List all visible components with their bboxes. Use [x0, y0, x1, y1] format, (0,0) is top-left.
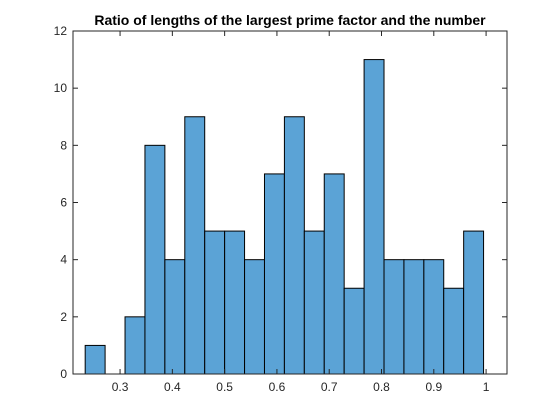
histogram-bar — [184, 116, 206, 375]
y-tick-label: 12 — [54, 24, 68, 38]
histogram-bar — [204, 230, 226, 375]
histogram-bar — [224, 230, 246, 375]
histogram-bar — [423, 259, 445, 375]
x-tick-label: 0.3 — [112, 380, 129, 394]
x-tick-label: 0.8 — [373, 380, 390, 394]
histogram-bar — [343, 287, 365, 375]
histogram-bar — [244, 259, 265, 375]
histogram-bar — [84, 344, 106, 375]
histogram-bar — [383, 259, 405, 375]
chart-title: Ratio of lengths of the largest prime fa… — [94, 12, 486, 28]
histogram-bar — [144, 144, 166, 375]
y-tick-label: 2 — [60, 310, 67, 324]
x-tick-label: 0.5 — [216, 380, 233, 394]
x-tick-label: 0.6 — [269, 380, 286, 394]
histogram-bar — [443, 287, 465, 375]
histogram-bar — [323, 173, 345, 375]
x-tick-label: 1 — [483, 380, 490, 394]
histogram-bar — [463, 230, 485, 375]
y-tick-label: 0 — [60, 367, 67, 381]
bars-group — [84, 59, 485, 375]
histogram-bar — [303, 230, 325, 375]
histogram-bar — [283, 116, 305, 375]
x-tick-label: 0.7 — [321, 380, 338, 394]
histogram-bar — [263, 173, 285, 375]
x-tick-label: 0.9 — [425, 380, 442, 394]
x-tick-label: 0.4 — [164, 380, 181, 394]
y-tick-label: 6 — [60, 196, 67, 210]
y-tick-label: 10 — [54, 81, 68, 95]
y-tick-label: 8 — [60, 138, 67, 152]
histogram-bar — [164, 259, 186, 375]
histogram-bar — [124, 316, 146, 375]
y-tick-label: 4 — [60, 253, 67, 267]
histogram-bar — [363, 59, 385, 375]
histogram-bar — [403, 259, 425, 375]
